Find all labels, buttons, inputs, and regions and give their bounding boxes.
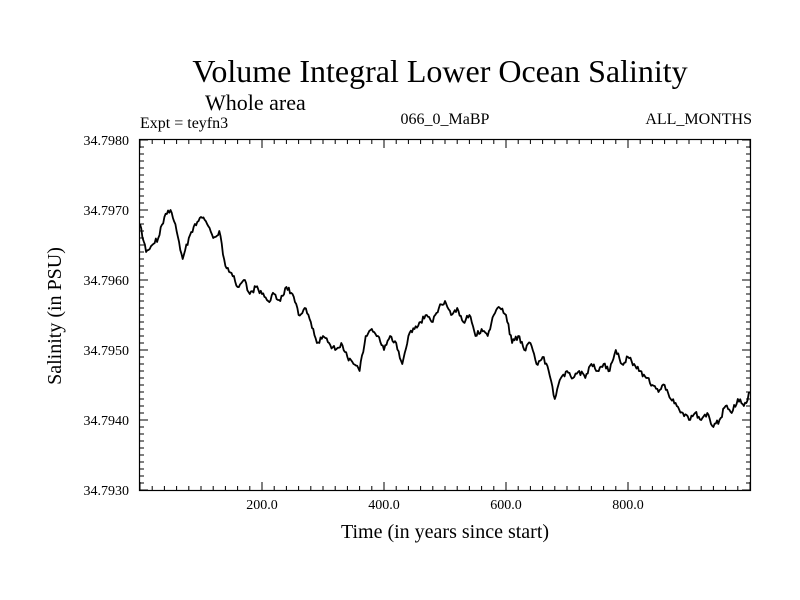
y-tick-label: 34.7980	[84, 134, 130, 149]
y-tick-label: 34.7970	[84, 204, 130, 219]
x-axis-label: Time (in years since start)	[341, 521, 549, 543]
chart-title: Volume Integral Lower Ocean Salinity	[192, 53, 687, 89]
period-label: ALL_MONTHS	[645, 111, 752, 128]
plot-frame	[138, 138, 752, 492]
y-tick-label: 34.7950	[84, 344, 130, 359]
run-label: 066_0_MaBP	[401, 111, 490, 128]
axis-ticks	[139, 139, 751, 491]
x-tick-label: 600.0	[490, 498, 522, 513]
y-tick-label: 34.7960	[84, 274, 130, 289]
tick-labels: 200.0 400.0 600.0 800.0 34.7930 34.7940 34.795…	[84, 134, 644, 513]
x-tick-label: 200.0	[246, 498, 278, 513]
chart-subtitle: Whole area	[205, 90, 306, 115]
x-tick-label: 800.0	[612, 498, 644, 513]
experiment-label: Expt = teyfn3	[140, 115, 228, 132]
salinity-series-line	[139, 209, 751, 428]
y-tick-label: 34.7930	[84, 484, 130, 499]
y-axis-label: Salinity (in PSU)	[44, 247, 66, 385]
y-tick-label: 34.7940	[84, 414, 130, 429]
x-tick-label: 400.0	[368, 498, 400, 513]
